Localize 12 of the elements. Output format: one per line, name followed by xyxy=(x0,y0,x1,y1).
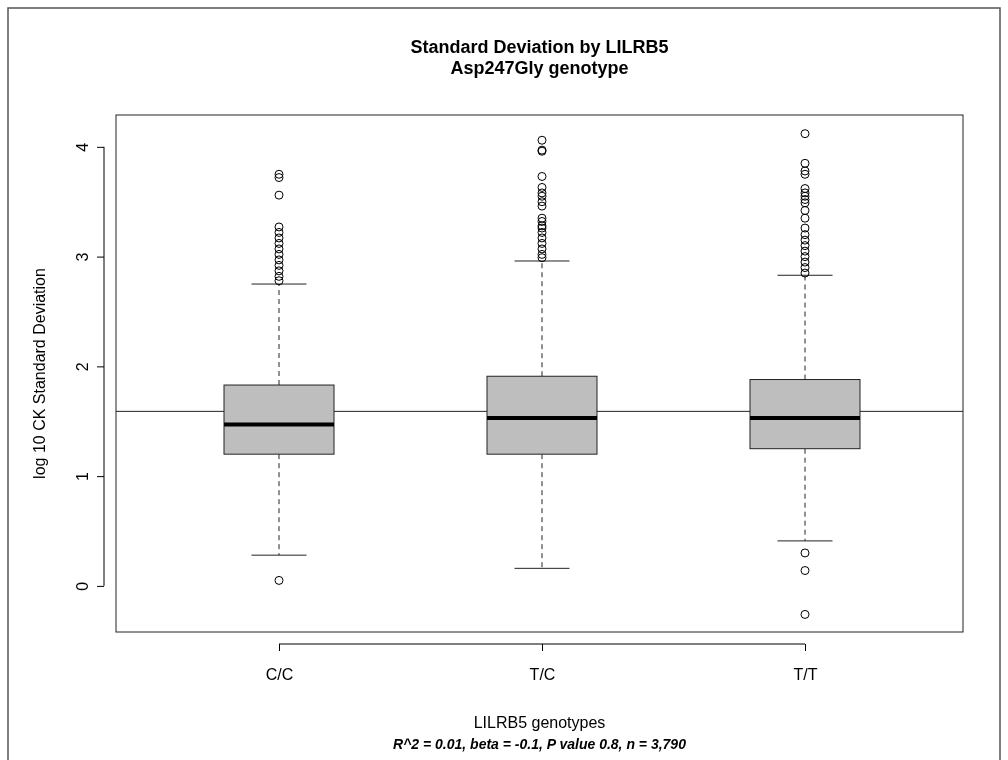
x-tick-label: T/C xyxy=(529,665,556,683)
y-tick-label: 1 xyxy=(73,472,91,482)
text: R^2 = 0.01, beta = -0.1, P value 0.8, n = 3,790 xyxy=(393,736,687,752)
y-tick-label: 0 xyxy=(73,581,91,591)
y-tick-label: 4 xyxy=(73,142,91,152)
x-tick-label: T/T xyxy=(793,665,818,683)
y-tick-label: 2 xyxy=(73,362,91,372)
x-axis-title: LILRB5 genotypes xyxy=(473,714,606,731)
x-tick-label: C/C xyxy=(265,665,294,683)
chart-title: Standard Deviation by LILRB5 Asp247Gly genotype xyxy=(410,37,669,78)
y-axis-title: log 10 CK Standard Deviation xyxy=(31,268,48,479)
y-tick-label: 3 xyxy=(73,252,91,262)
